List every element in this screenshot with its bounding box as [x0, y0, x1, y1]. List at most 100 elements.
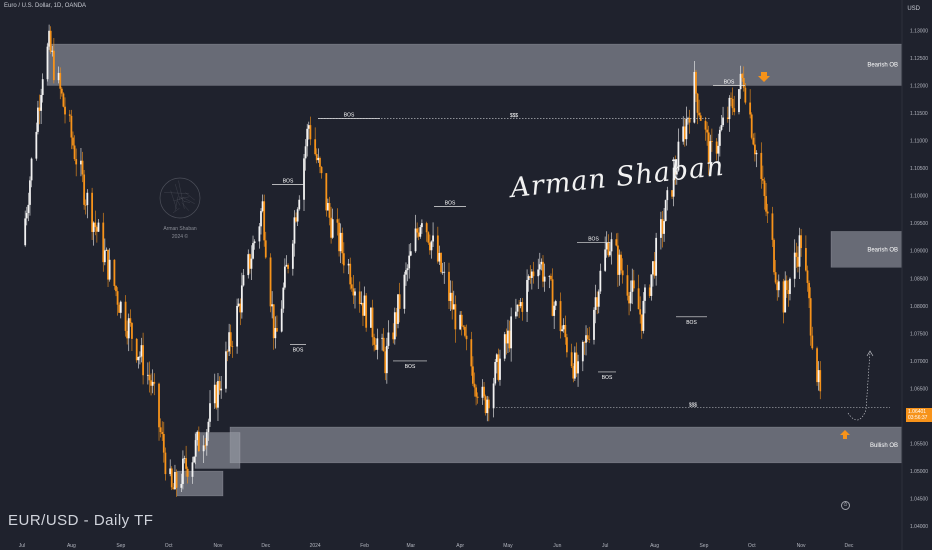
candle-body — [707, 132, 710, 163]
candle-body — [236, 305, 238, 347]
candle-body — [395, 312, 398, 324]
candle-body — [240, 285, 243, 313]
candle-body — [116, 291, 119, 305]
candle-body — [432, 235, 434, 242]
candle-body — [414, 228, 417, 252]
candle-body — [518, 304, 521, 307]
candle-body — [593, 309, 595, 340]
candle-body — [693, 71, 696, 123]
candle-body — [436, 235, 439, 262]
candle-body — [105, 249, 108, 251]
candle-body — [95, 227, 98, 232]
candle-body — [309, 125, 312, 140]
currency-label[interactable]: USD — [907, 6, 920, 12]
candle-body — [695, 71, 697, 94]
candle-body — [393, 312, 396, 340]
candle-body — [452, 304, 455, 310]
y-axis-bg — [902, 0, 932, 550]
candle-body — [291, 243, 294, 269]
candle-body — [660, 219, 662, 238]
x-tick-label: Feb — [360, 543, 369, 549]
candle-body — [387, 332, 390, 346]
candle-body — [448, 271, 450, 302]
candle-body — [169, 468, 172, 475]
brain-logo-stroke — [175, 184, 181, 201]
candle-body — [102, 222, 105, 263]
candle-body — [460, 314, 463, 327]
candle-body — [650, 274, 653, 296]
projection-path — [847, 351, 871, 421]
candle-body — [253, 241, 256, 244]
candle-body — [430, 241, 433, 251]
candle-body — [503, 334, 506, 359]
candle-body — [663, 221, 665, 234]
candle-body — [586, 335, 589, 339]
candle-body — [451, 292, 454, 310]
candle-body — [303, 158, 305, 200]
candle-body — [150, 380, 152, 386]
bos-label: BOS — [445, 201, 456, 207]
candle-body — [170, 468, 173, 488]
candle-body — [40, 94, 43, 111]
y-tick-label: 1.11500 — [910, 111, 928, 117]
candle-body — [248, 254, 251, 269]
x-tick-label: Jun — [553, 543, 561, 549]
brain-logo-watermark — [159, 177, 201, 219]
bos-label: BOS — [405, 364, 416, 370]
candle-body — [521, 302, 524, 312]
candle-body — [554, 301, 557, 306]
candle-body — [137, 356, 140, 361]
x-tick-label: Nov — [797, 543, 806, 549]
candle-body — [800, 235, 803, 249]
candle-body — [341, 232, 344, 254]
candle-body — [499, 358, 501, 380]
candle-body — [374, 344, 377, 350]
candle-body — [529, 276, 532, 278]
candle-body — [317, 157, 320, 161]
candle-body — [68, 114, 71, 116]
bos-label: BOS — [686, 320, 697, 326]
candle-body — [370, 307, 372, 328]
x-tick-label: Nov — [214, 543, 223, 549]
candle-body — [628, 295, 630, 304]
candle-body — [507, 330, 509, 344]
candle-body — [752, 137, 755, 145]
candle-body — [172, 487, 175, 490]
x-tick-label: Mar — [406, 543, 415, 549]
candle-body — [225, 351, 227, 389]
candle-body — [441, 271, 444, 273]
candle-body — [296, 209, 299, 222]
candle-body — [809, 298, 812, 336]
candle-body — [159, 427, 162, 433]
candle-body — [616, 245, 619, 275]
candle-body — [710, 141, 713, 142]
candle-body — [443, 271, 446, 273]
candle-body — [761, 178, 764, 181]
candle-body — [621, 270, 624, 276]
candle-body — [162, 434, 165, 453]
candle-body — [25, 212, 28, 219]
brain-logo-stroke — [173, 197, 184, 202]
candle-body — [717, 145, 720, 154]
x-tick-label: Dec — [261, 543, 270, 549]
candle-body — [158, 383, 160, 428]
candle-body — [618, 254, 621, 275]
candle-body — [115, 285, 117, 292]
brain-logo-stroke — [185, 192, 195, 201]
candle-body — [610, 239, 613, 252]
candle-body — [283, 266, 286, 288]
watermark-author: Arman Shaban — [163, 226, 197, 232]
candle-body — [81, 160, 84, 175]
candle-body — [486, 399, 489, 414]
candle-body — [471, 366, 474, 384]
candle-body — [280, 308, 283, 332]
candle-body — [741, 73, 744, 79]
clock-icon[interactable]: ⏱ — [841, 501, 850, 510]
candle-body — [789, 278, 791, 294]
candle-body — [271, 304, 274, 307]
candle-body — [175, 471, 178, 488]
candle-body — [164, 452, 167, 475]
x-tick-label: Oct — [748, 543, 756, 549]
candle-body — [258, 226, 261, 242]
